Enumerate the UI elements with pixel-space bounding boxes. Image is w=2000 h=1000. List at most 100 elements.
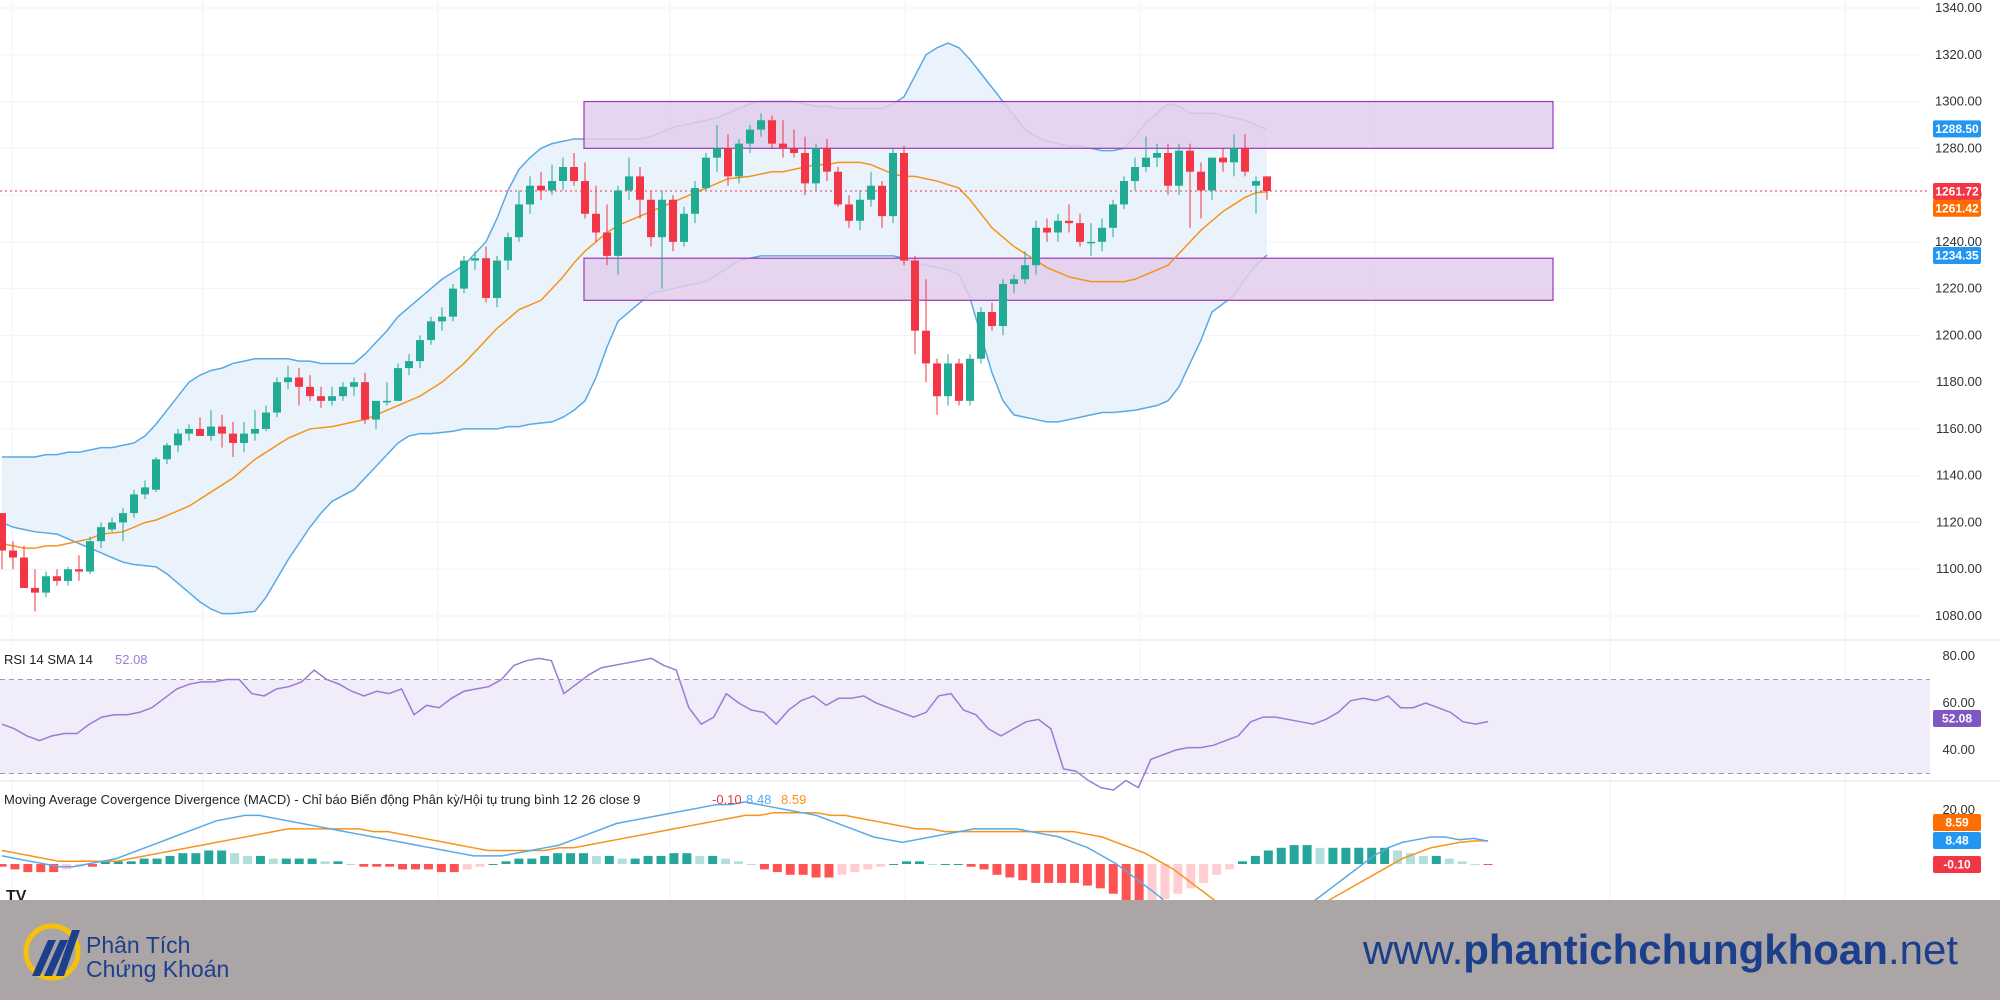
macd-value: 8.59 (781, 792, 806, 807)
candle-body (823, 148, 831, 172)
macd-histogram-bar (824, 864, 834, 878)
candle (31, 569, 39, 612)
candle-body (933, 363, 941, 397)
candle (9, 541, 17, 570)
macd-histogram-bar (23, 864, 33, 873)
macd-histogram-bar (785, 864, 795, 875)
macd-value: 8.48 (746, 792, 771, 807)
candle (493, 255, 501, 308)
tag-macd-hist-bg (1933, 856, 1981, 873)
candle (1098, 218, 1106, 252)
candle-body (251, 428, 259, 434)
candle-body (559, 167, 567, 182)
candle (1142, 136, 1150, 172)
rsi-pane: 80.00 60.00 40.00 RSI 14 SMA 14 52.08 (0, 648, 1975, 791)
candle-body (526, 185, 534, 205)
candle (372, 400, 380, 429)
macd-histogram-bar (591, 855, 601, 864)
macd-histogram-bar (1057, 864, 1067, 883)
candle (1197, 162, 1205, 219)
macd-histogram-bar (914, 861, 924, 864)
price-axis[interactable]: 1340.001320.001300.001280.001260.001240.… (1935, 0, 1982, 623)
candle-body (1208, 157, 1216, 191)
tag-ma-bg (1933, 199, 1981, 217)
candle-body (1164, 152, 1172, 186)
macd-histogram-bar (36, 864, 46, 873)
candle (1109, 199, 1117, 238)
tag-ma: 1261.42 (1933, 199, 1981, 217)
tag-bb-lower: 1234.35 (1933, 247, 1981, 265)
candle (328, 386, 336, 406)
candle (119, 508, 127, 542)
macd-histogram-bar (87, 864, 97, 867)
candle-body (537, 185, 545, 191)
candle (427, 316, 435, 345)
macd-histogram-bar (1212, 864, 1222, 875)
candle-body (581, 181, 589, 214)
macd-histogram-bar (1418, 855, 1428, 864)
candle (196, 417, 204, 436)
candle-body (702, 157, 710, 189)
macd-histogram-bar (540, 855, 550, 864)
tag-ma-text: 1261.42 (1935, 201, 1979, 215)
tag-macd-text: 8.48 (1945, 834, 1969, 848)
zones[interactable] (583, 100, 1554, 301)
candle (97, 522, 105, 549)
chart-canvas[interactable]: 1340.001320.001300.001280.001260.001240.… (0, 0, 2000, 900)
site-url[interactable]: www.phantichchungkhoan.net (1363, 926, 1958, 974)
macd-histogram-bar (1393, 850, 1403, 864)
candle (64, 566, 72, 586)
candle-body (1120, 181, 1128, 205)
candle-body (790, 148, 798, 153)
candle-body (1043, 227, 1051, 233)
macd-value: -0.10 (712, 792, 742, 807)
macd-histogram-bar (359, 864, 369, 867)
candle (383, 382, 391, 406)
candle-body (779, 143, 787, 149)
candle-body (97, 527, 105, 542)
candle (856, 190, 864, 231)
macd-histogram-bar (759, 864, 769, 870)
candle-body (361, 382, 369, 420)
candle-body (493, 260, 501, 298)
candle (416, 335, 424, 369)
logo-icon (23, 923, 81, 981)
candle (438, 307, 446, 331)
candle (834, 167, 842, 207)
macd-histogram-bar (488, 864, 498, 865)
macd-histogram-bar (1160, 864, 1170, 900)
rsi-value: 52.08 (115, 652, 148, 667)
candle-body (31, 587, 39, 593)
macd-histogram-bar (889, 864, 899, 865)
macd-histogram-bar (1302, 845, 1312, 864)
macd-histogram-bar (230, 853, 240, 864)
macd-histogram-bar (682, 853, 692, 864)
macd-histogram-bar (268, 858, 278, 864)
candle (284, 365, 292, 390)
macd-histogram-bar (294, 858, 304, 864)
candle (691, 181, 699, 224)
candle (75, 555, 83, 581)
candle (592, 185, 600, 242)
candle (108, 517, 116, 532)
candle (240, 421, 248, 453)
candle-body (1186, 150, 1194, 172)
candle-body (174, 433, 182, 446)
macd-histogram-bar (1225, 864, 1235, 870)
candle (339, 382, 347, 401)
candle (86, 536, 94, 574)
macd-histogram-bar (876, 864, 886, 867)
tag-bb-upper: 1288.50 (1933, 120, 1981, 138)
candle (1032, 220, 1040, 275)
candle-body (812, 148, 820, 184)
candle-body (878, 185, 886, 217)
macd-histogram-bar (1250, 855, 1260, 864)
macd-histogram-bar (630, 858, 640, 864)
candle-body (1219, 157, 1227, 163)
candle (317, 386, 325, 408)
moving-average (0, 161, 1930, 549)
candle-body (196, 428, 204, 436)
candle-body (240, 433, 248, 443)
candle-body (867, 185, 875, 200)
candle (1186, 143, 1194, 228)
